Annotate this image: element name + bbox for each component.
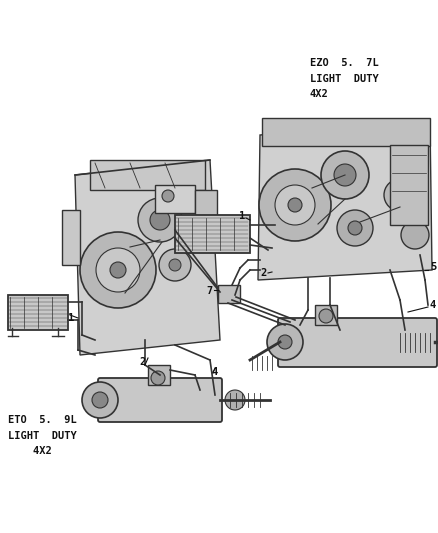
Bar (195, 190, 217, 250)
Circle shape (110, 262, 126, 278)
Text: 4: 4 (430, 300, 436, 310)
Circle shape (80, 232, 156, 308)
Text: EZO  5.  7L
LIGHT  DUTY
4X2: EZO 5. 7L LIGHT DUTY 4X2 (310, 58, 379, 99)
Circle shape (334, 164, 356, 186)
Circle shape (92, 392, 108, 408)
Bar (90, 160, 205, 190)
Circle shape (348, 221, 362, 235)
Bar (262, 118, 430, 146)
Polygon shape (258, 120, 432, 280)
Bar (148, 365, 170, 385)
Text: 5: 5 (430, 262, 436, 272)
Circle shape (337, 210, 373, 246)
Circle shape (394, 189, 406, 201)
Circle shape (267, 324, 303, 360)
Text: 7: 7 (207, 286, 213, 296)
Text: 1: 1 (239, 211, 245, 221)
Circle shape (275, 185, 315, 225)
Circle shape (96, 248, 140, 292)
Circle shape (82, 382, 118, 418)
Circle shape (162, 190, 174, 202)
Circle shape (169, 259, 181, 271)
Bar (8, 295, 68, 330)
Circle shape (138, 198, 182, 242)
Circle shape (225, 390, 245, 410)
Circle shape (159, 249, 191, 281)
Text: 2: 2 (140, 357, 146, 367)
FancyBboxPatch shape (278, 318, 437, 367)
Polygon shape (75, 160, 220, 355)
Circle shape (278, 335, 292, 349)
FancyBboxPatch shape (98, 378, 222, 422)
Circle shape (321, 151, 369, 199)
Text: 1: 1 (68, 313, 74, 323)
Circle shape (151, 371, 165, 385)
Circle shape (401, 221, 429, 249)
Text: 2: 2 (261, 268, 267, 278)
Circle shape (288, 198, 302, 212)
Text: 4: 4 (212, 367, 218, 377)
Bar (315, 305, 337, 325)
Bar (390, 145, 428, 225)
Circle shape (384, 179, 416, 211)
Bar (62, 210, 80, 265)
Text: ETO  5.  9L
LIGHT  DUTY
    4X2: ETO 5. 9L LIGHT DUTY 4X2 (8, 415, 77, 456)
Circle shape (259, 169, 331, 241)
Bar (218, 285, 240, 303)
Circle shape (319, 309, 333, 323)
Circle shape (150, 210, 170, 230)
Bar (175, 215, 250, 253)
Bar (155, 185, 195, 213)
